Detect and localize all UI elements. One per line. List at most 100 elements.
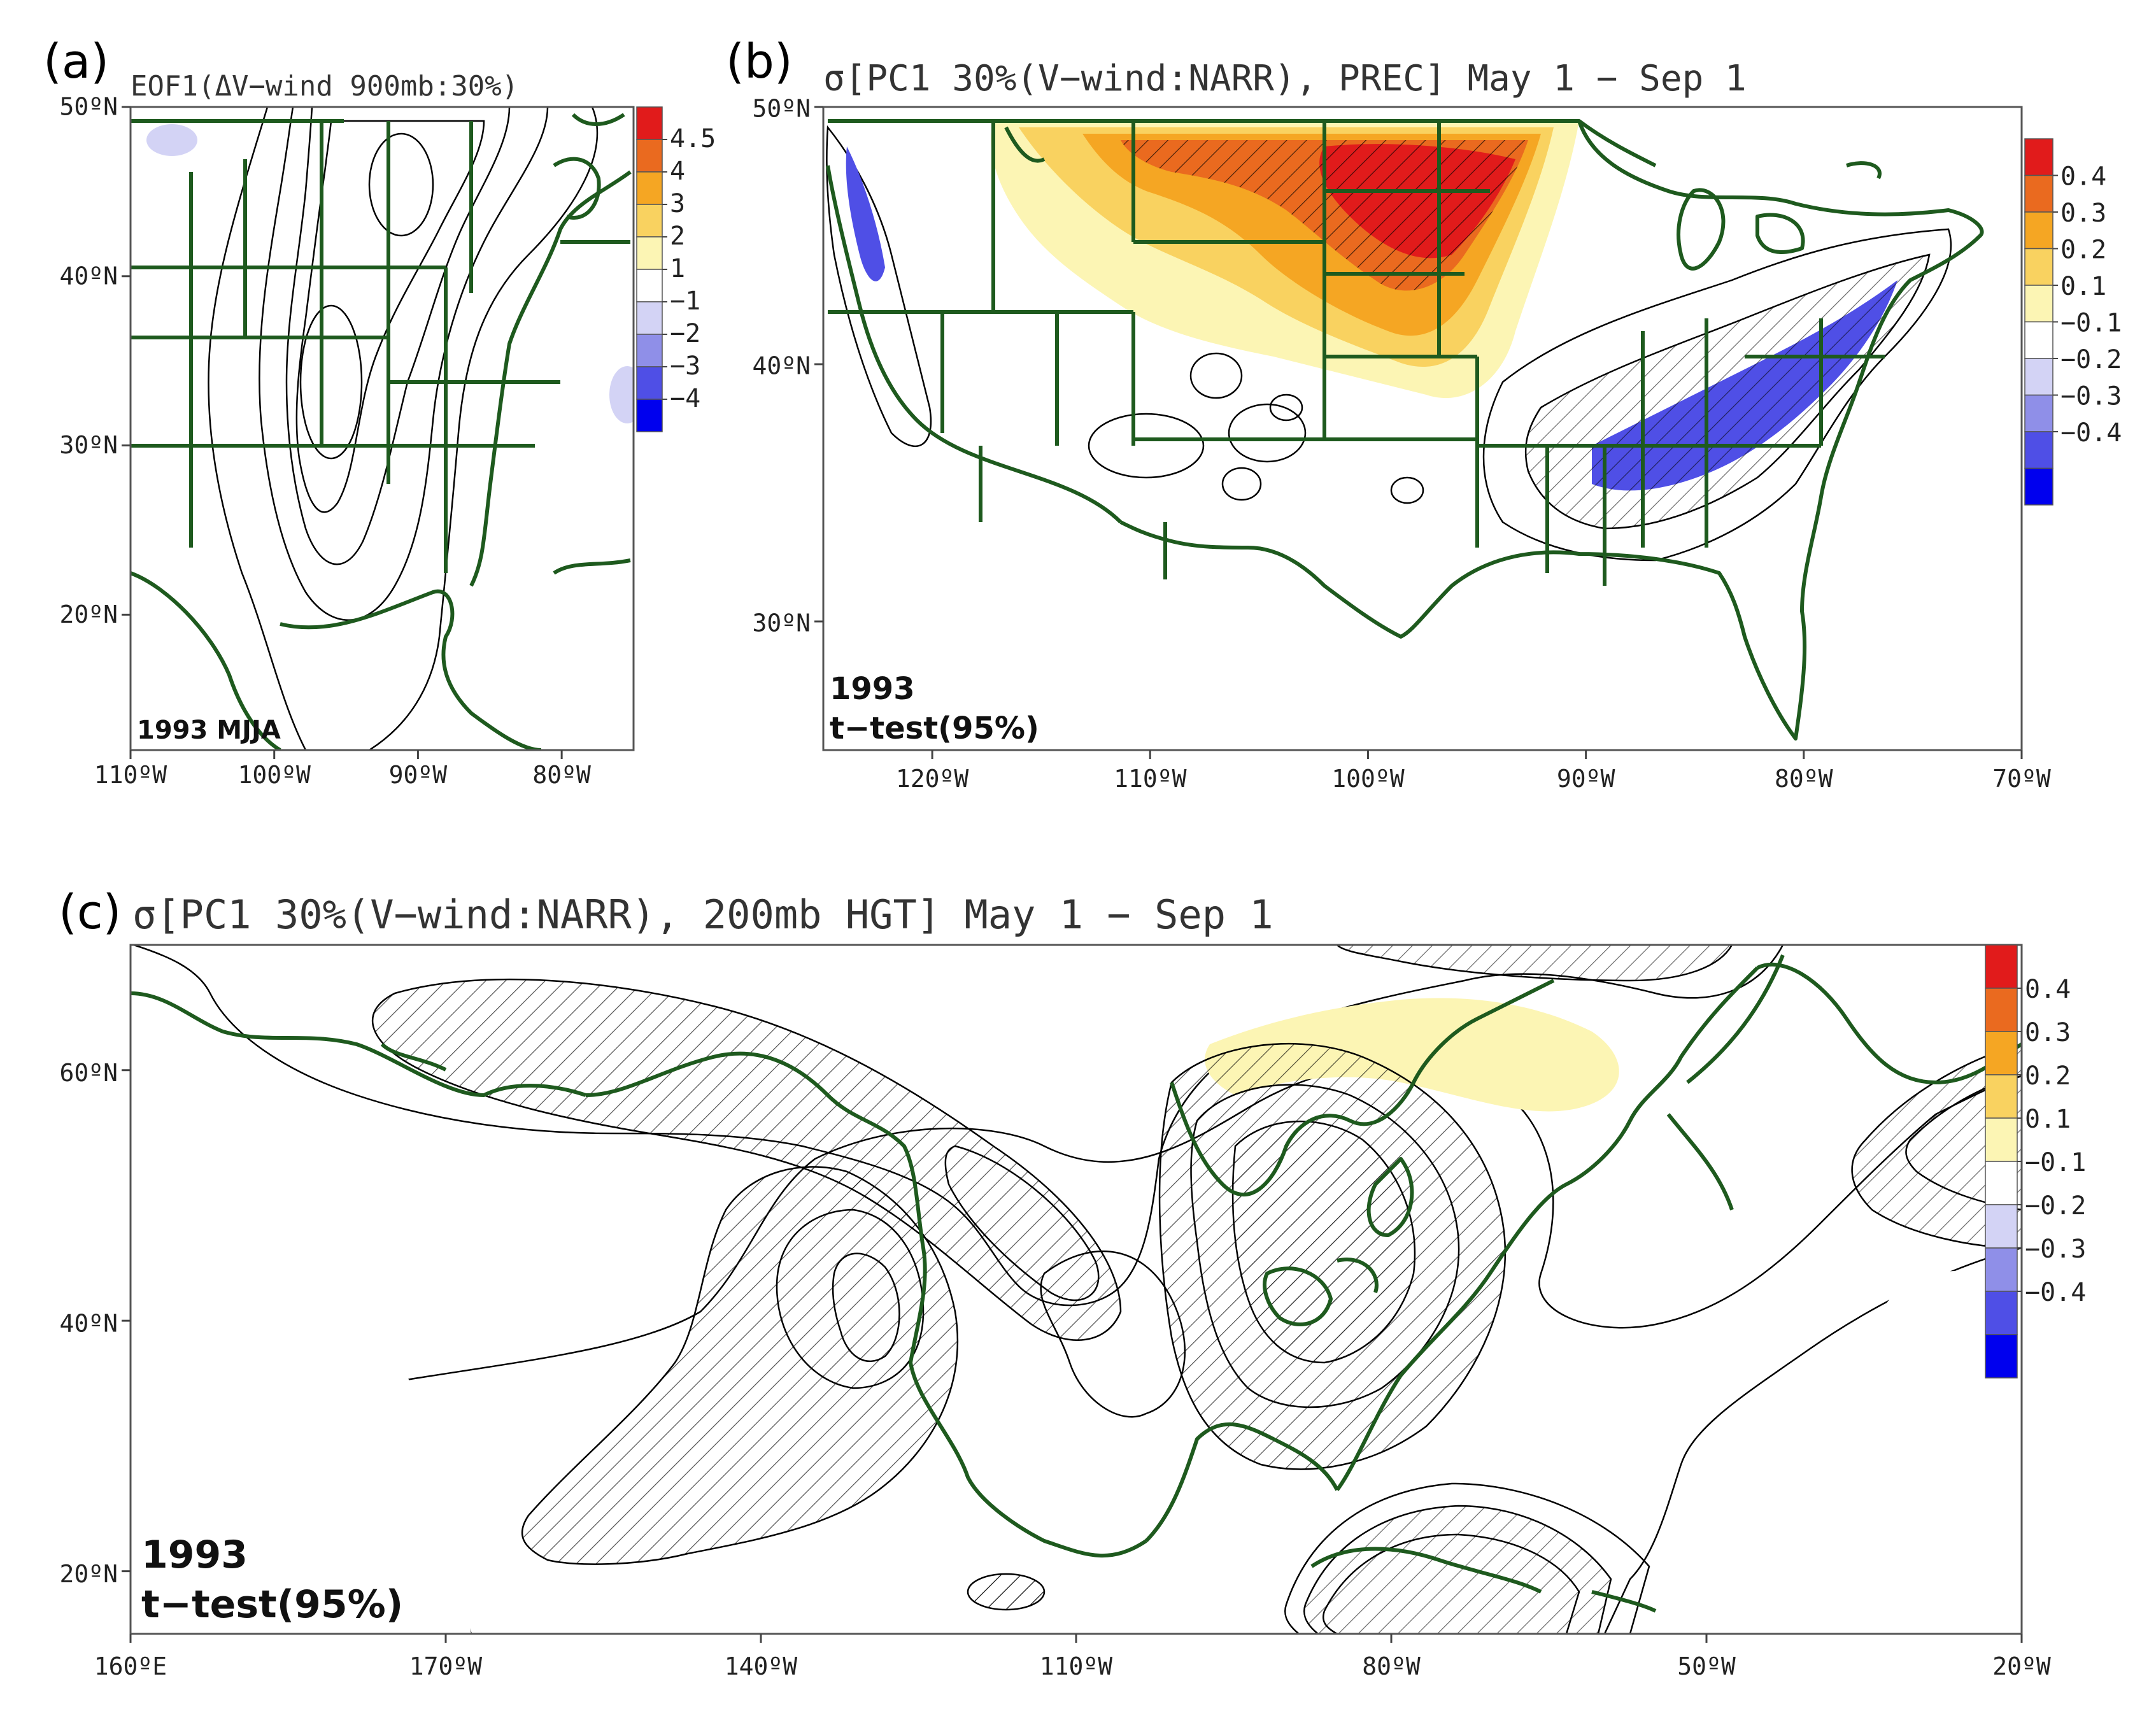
colorbar-swatch xyxy=(1985,988,2018,1032)
x-tick-label: 120ºW xyxy=(896,765,969,793)
colorbar-swatch xyxy=(2024,467,2053,506)
colorbar-swatch xyxy=(1985,1334,2018,1379)
x-tick-label: 170ºW xyxy=(409,1652,483,1680)
colorbar-label: −1 xyxy=(670,287,700,316)
colorbar-swatch xyxy=(2024,174,2053,213)
colorbar-swatch xyxy=(1985,1247,2018,1292)
colorbar-label: 0.1 xyxy=(2060,272,2106,301)
y-tick-label: 60ºN xyxy=(59,1059,118,1087)
panel-c: (c) σ[PC1 30%(V−wind:NARR), 200mb HGT] M… xyxy=(59,885,2086,1680)
level-1 xyxy=(208,107,599,750)
colorbar-label: −0.2 xyxy=(2025,1191,2086,1221)
colorbar-label: 0.2 xyxy=(2060,236,2106,265)
pos-0.3-central xyxy=(1190,1084,1460,1408)
colorbar-label: 3 xyxy=(670,189,685,218)
panel-a: (a) EOF1(ΔV−wind 900mb:30%) 1993 MJJA xyxy=(43,34,716,789)
colorbar-label: 0.3 xyxy=(2060,199,2106,228)
panel-c-colorbar: 0.4 0.3 0.2 0.1 −0.1 −0.2 −0.3 −0.4 xyxy=(1985,944,2086,1379)
y-tick-label: 30ºN xyxy=(59,431,118,459)
panel-b-y-ticks: 30ºN 40ºN 50ºN xyxy=(752,94,823,637)
y-tick-label: 40ºN xyxy=(59,262,118,290)
y-tick-label: 40ºN xyxy=(59,1310,118,1338)
panel-a-frame xyxy=(129,106,635,751)
colorbar-swatch xyxy=(636,399,663,432)
colorbar-swatch xyxy=(1985,1117,2018,1162)
peak-south xyxy=(299,304,363,460)
neg-patch xyxy=(146,124,197,156)
colorbar-swatch xyxy=(1985,1031,2018,1075)
y-tick-label: 50ºN xyxy=(752,94,811,122)
y-tick-label: 30ºN xyxy=(752,609,811,637)
colorbar-label: −0.1 xyxy=(2025,1148,2086,1177)
colorbar-swatch xyxy=(2024,285,2053,323)
panel-c-y-ticks: 20ºN 40ºN 60ºN xyxy=(59,1059,131,1588)
colorbar-label: −4 xyxy=(670,384,700,413)
panel-b-annotation-test: t−test(95%) xyxy=(830,711,1039,746)
colorbar-swatch xyxy=(1985,1161,2018,1205)
level-4 xyxy=(295,120,485,513)
colorbar-label: −2 xyxy=(670,319,700,348)
x-tick-label: 140ºW xyxy=(725,1652,798,1680)
y-tick-label: 20ºN xyxy=(59,1560,118,1588)
neg-west xyxy=(826,125,932,447)
colorbar-label: 0.1 xyxy=(2025,1105,2071,1134)
x-tick-label: 80ºW xyxy=(532,761,591,789)
colorbar-swatch xyxy=(2024,138,2053,176)
colorbar-swatch xyxy=(2024,321,2053,359)
panel-b-frame xyxy=(822,106,2023,751)
pos-0.4-west xyxy=(832,1252,900,1363)
panel-c-x-ticks: 160ºE 170ºW 140ºW 110ºW 80ºW 50ºW 20ºW xyxy=(94,1634,2051,1680)
panel-b: (b) σ[PC1 30%(V−wind:NARR), PREC] May 1 … xyxy=(726,34,2122,793)
panel-c-label: (c) xyxy=(59,885,121,940)
colorbar-swatch xyxy=(636,139,663,173)
colorbar-label: 4.5 xyxy=(670,124,716,153)
x-tick-label: 110ºW xyxy=(94,761,167,789)
missing-data-left xyxy=(131,1197,471,1634)
colorbar-swatch xyxy=(636,204,663,238)
colorbar-swatch xyxy=(2024,394,2053,432)
x-tick-label: 100ºW xyxy=(1331,765,1405,793)
y-tick-label: 20ºN xyxy=(59,600,118,628)
colorbar-label: 0.4 xyxy=(2025,975,2071,1004)
colorbar-swatch xyxy=(2024,358,2053,396)
colorbar-label: −0.1 xyxy=(2060,309,2122,338)
x-tick-label: 80ºW xyxy=(1775,765,1833,793)
panel-a-colorbar: 4.5 4 3 2 1 −1 −2 −3 −4 xyxy=(636,106,716,432)
colorbar-swatch xyxy=(2024,431,2053,469)
panel-b-label: (b) xyxy=(726,34,793,89)
colorbar-label: 0.4 xyxy=(2060,162,2106,192)
colorbar-swatch xyxy=(636,269,663,302)
panel-b-colorbar: 0.4 0.3 0.2 0.1 −0.1 −0.2 −0.3 −0.4 xyxy=(2024,138,2122,506)
x-tick-label: 90ºW xyxy=(389,761,448,789)
colorbar-swatch xyxy=(1985,1291,2018,1335)
neg-patch xyxy=(609,366,634,423)
panel-b-coastlines xyxy=(826,119,1984,741)
panel-c-title: σ[PC1 30%(V−wind:NARR), 200mb HGT] May 1… xyxy=(132,891,1273,938)
colorbar-label: −0.4 xyxy=(2060,418,2122,448)
panel-a-annotation: 1993 MJJA xyxy=(137,716,281,745)
colorbar-swatch xyxy=(2024,248,2053,286)
colorbar-label: 4 xyxy=(670,157,685,186)
colorbar-label: −0.2 xyxy=(2060,345,2122,374)
colorbar-label: −0.4 xyxy=(2025,1278,2086,1307)
y-tick-label: 50ºN xyxy=(59,93,118,121)
neg-0.4-carib xyxy=(1322,1533,1580,1634)
x-tick-label: 110ºW xyxy=(1114,765,1187,793)
panel-c-field xyxy=(131,945,2022,1634)
colorbar-swatch xyxy=(1985,1074,2018,1119)
panel-c-annotation-year: 1993 xyxy=(141,1533,248,1577)
x-tick-label: 110ºW xyxy=(1040,1652,1113,1680)
panel-b-annotation-year: 1993 xyxy=(830,671,915,707)
panel-a-field xyxy=(131,107,634,750)
x-tick-label: 100ºW xyxy=(238,761,311,789)
panel-a-coastlines xyxy=(131,113,632,750)
colorbar-swatch xyxy=(636,366,663,400)
colorbar-swatch xyxy=(636,236,663,270)
panel-a-title: EOF1(ΔV−wind 900mb:30%) xyxy=(131,70,518,103)
colorbar-label: 1 xyxy=(670,254,685,283)
colorbar-label: 0.3 xyxy=(2025,1018,2071,1047)
y-tick-label: 40ºN xyxy=(752,351,811,379)
x-tick-label: 80ºW xyxy=(1362,1652,1421,1680)
colorbar-swatch xyxy=(2024,211,2053,250)
